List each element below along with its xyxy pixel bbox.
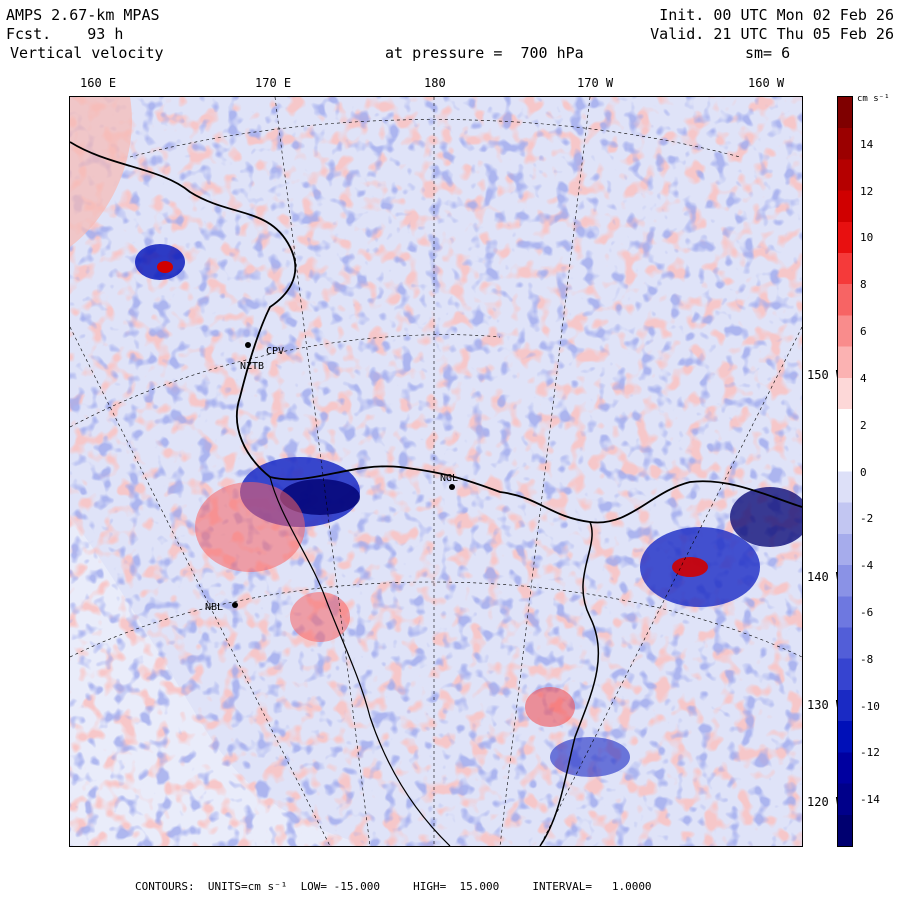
lat-label-130w: 130 W: [806, 698, 845, 712]
station-ngl: NGL: [440, 473, 458, 484]
forecast-label: Fcst.: [6, 25, 52, 43]
strong-cells: [135, 244, 802, 777]
lon-label-170w: 170 W: [577, 76, 614, 90]
map-canvas: CPV NZTB NGL NBL: [70, 97, 802, 846]
colorbar-tick: -6: [860, 605, 874, 619]
lat-label-150w: 150 W: [806, 368, 845, 382]
colorbar-tick: -10: [860, 699, 880, 713]
forecast-hour: Fcst. 93 h: [6, 25, 123, 43]
colorbar-units: cm s⁻¹: [857, 94, 890, 104]
colorbar-tick: -8: [860, 652, 874, 666]
colorbar-tick: 8: [860, 278, 867, 292]
graticule: [70, 97, 802, 846]
lat-label-140w: 140 W: [806, 570, 845, 584]
valid-time: Valid. 21 UTC Thu 05 Feb 26: [650, 25, 894, 43]
lat-label-120w: 120 W: [806, 795, 845, 809]
lon-label-160w: 160 W: [748, 76, 785, 90]
colorbar-tick: -12: [860, 746, 880, 760]
colorbar-tick: 2: [860, 418, 867, 432]
colorbar-tick: 14: [860, 137, 874, 151]
coastline-east: [539, 521, 600, 846]
lon-label-170e: 170 E: [255, 76, 292, 90]
station-nztb: NZTB: [240, 361, 264, 372]
lon-label-160e: 160 E: [80, 76, 117, 90]
forecast-value: 93 h: [87, 25, 124, 43]
lon-label-180: 180: [424, 76, 446, 90]
pressure-level: at pressure = 700 hPa: [385, 44, 584, 62]
vertical-velocity-map: CPV NZTB NGL NBL: [69, 96, 803, 847]
colorbar-tick: 6: [860, 325, 867, 339]
ross-ice-shelf-edge: [70, 141, 802, 524]
negative-velocity-field: [70, 97, 802, 846]
colorbar-tick: -14: [860, 793, 880, 807]
colorbar: [837, 96, 853, 847]
station-nbl: NBL: [205, 602, 223, 613]
colorbar-tick: 12: [860, 184, 874, 198]
station-cpv: CPV: [266, 346, 284, 357]
colorbar-tick: -2: [860, 512, 874, 526]
field-name: Vertical velocity: [10, 44, 164, 62]
colorbar-tick: 10: [860, 231, 874, 245]
coastline-transantarctic: [269, 476, 451, 846]
model-title: AMPS 2.67-km MPAS: [6, 6, 160, 24]
station-markers: CPV NZTB NGL NBL: [205, 342, 458, 613]
smoothing: sm= 6: [745, 44, 791, 62]
colorbar-tick: 0: [860, 465, 867, 479]
positive-region-nw: [70, 97, 132, 247]
colorbar-tick: 4: [860, 371, 867, 385]
contour-info: CONTOURS: UNITS=cm s⁻¹ LOW= -15.000 HIGH…: [135, 880, 652, 893]
init-time: Init. 00 UTC Mon 02 Feb 26: [659, 6, 894, 24]
colorbar-tick: -4: [860, 559, 874, 573]
